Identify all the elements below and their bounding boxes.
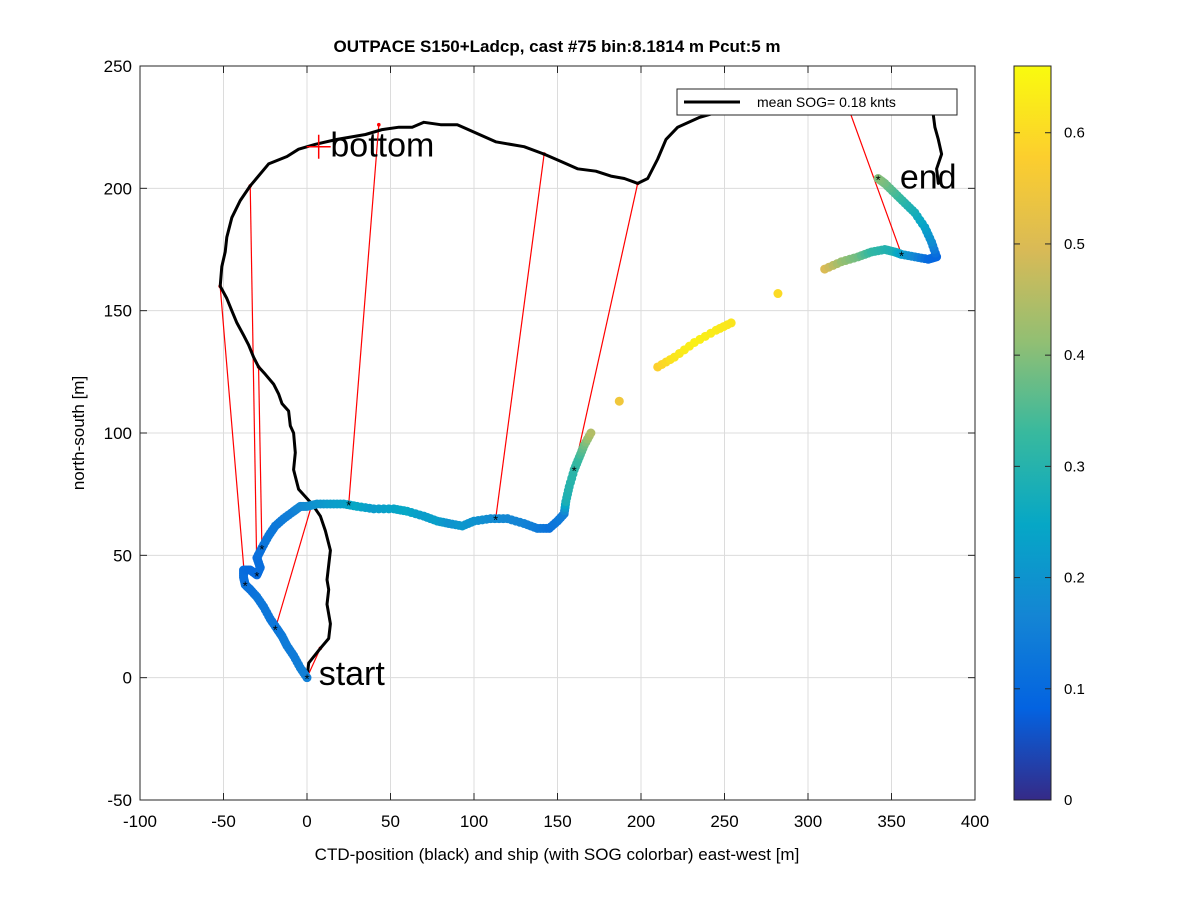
ship-marker: * [493,513,498,528]
x-tick-label: 150 [543,812,571,831]
x-tick-label: 200 [627,812,655,831]
annotation-start: start [319,655,386,693]
ship-marker: * [572,464,577,479]
y-tick-label: 0 [123,669,132,688]
ship-marker: * [243,579,248,594]
x-tick-label: 50 [381,812,400,831]
colorbar-tick-label: 0.1 [1064,681,1085,698]
colorbar-tick-label: 0.2 [1064,570,1085,587]
link-line [844,97,903,255]
y-tick-label: 250 [104,57,132,76]
y-tick-label: 50 [113,546,132,565]
x-tick-label: 300 [794,812,822,831]
y-tick-label: 200 [104,179,132,198]
ship-marker: * [254,569,259,584]
colorbar-tick-label: 0.4 [1064,347,1085,364]
ship-marker: * [876,173,881,188]
annotations: start bottom end [319,127,957,693]
ship-marker: * [899,248,904,263]
colorbar-tick-label: 0.6 [1064,125,1085,142]
link-line [257,366,263,549]
y-tick-label: 150 [104,302,132,321]
legend-label: mean SOG= 0.18 knts [757,94,896,110]
ship-marker: * [304,672,309,687]
axis-ticks: -100 -50 0 50 100 150 200 250 300 350 400 -50 0 50 100… [104,57,990,831]
colorbar [1013,65,1052,801]
link-line [348,124,380,505]
legend: mean SOG= 0.18 knts [676,88,958,116]
ship-point [773,289,783,299]
ship-marker: * [346,498,351,513]
link-line [219,286,246,585]
link-lines [218,96,903,678]
grid [140,66,975,800]
colorbar-tick-label: 0.5 [1064,236,1085,253]
y-tick-label: -50 [107,791,132,810]
link-line [573,183,639,470]
ship-point [586,428,596,438]
x-tick-label: 250 [710,812,738,831]
ship-point [873,174,883,184]
x-tick-label: 400 [961,812,989,831]
x-tick-label: -100 [123,812,157,831]
annotation-bottom: bottom [330,127,434,165]
chart-title: OUTPACE S150+Ladcp, cast #75 bin:8.1814 … [333,37,780,56]
ship-point [726,318,736,328]
x-tick-label: 350 [877,812,905,831]
x-tick-label: 100 [460,812,488,831]
colorbar-tick-label: 0.3 [1064,458,1085,475]
link-line [274,503,313,629]
ship-track [239,174,942,683]
link-end-point [377,122,381,127]
ship-markers: ********** [243,134,904,687]
ship-point [614,396,624,406]
x-tick-label: 0 [302,812,311,831]
annotation-end: end [900,158,957,196]
ship-marker: * [259,542,264,557]
colorbar-tick-label: 0 [1064,792,1072,809]
link-line [249,185,258,575]
ship-marker: * [273,623,278,638]
colorbar-ticks: 0 0.1 0.2 0.3 0.4 0.5 0.6 [1014,125,1085,809]
x-tick-label: -50 [211,812,236,831]
link-line [495,154,545,519]
y-axis-label: north-south [m] [69,376,88,490]
y-tick-label: 100 [104,424,132,443]
x-axis-label: CTD-position (black) and ship (with SOG … [315,845,800,864]
